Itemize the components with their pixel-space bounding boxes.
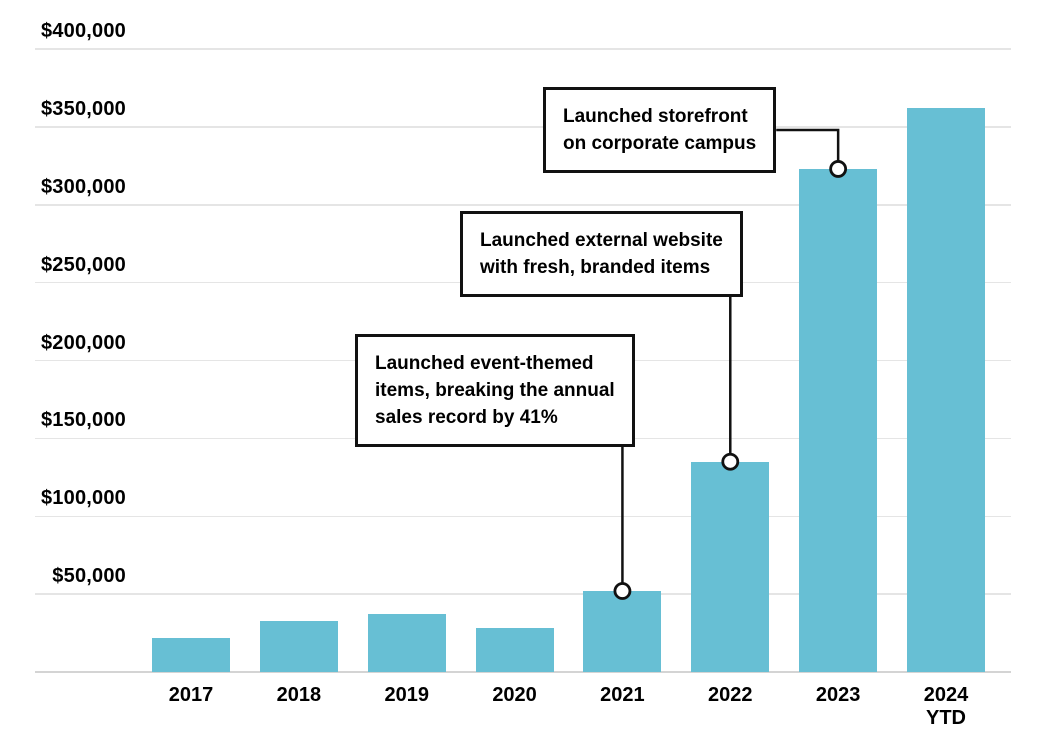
- bar-2024: [906, 108, 985, 672]
- x-axis-label-2022: 2022: [670, 684, 790, 707]
- bar-2021: [583, 591, 662, 672]
- x-axis-label-2023: 2023: [778, 684, 898, 707]
- y-axis-tick-label: $200,000: [40, 331, 126, 354]
- y-axis-tick-label: $50,000: [52, 565, 126, 588]
- annotation-text-line: with fresh, branded items: [480, 257, 711, 278]
- x-axis-label-year: 2017: [168, 684, 214, 706]
- annotation-text-line: Launched storefront: [563, 106, 748, 127]
- annotation-text-line: on corporate campus: [563, 133, 757, 154]
- x-axis-label-2018: 2018: [239, 684, 359, 707]
- bar-2017: [152, 637, 230, 672]
- y-axis-tick-label: $100,000: [40, 487, 126, 510]
- y-axis-tick-label: $150,000: [40, 409, 126, 432]
- annotation-box-event-themed: Launched event-themed items, breaking th…: [355, 334, 635, 447]
- y-axis-tick-label: $300,000: [40, 175, 126, 198]
- annotation-text-line: Launched external website: [480, 230, 723, 251]
- y-gridline: [35, 204, 1011, 206]
- bar-2018: [259, 620, 338, 672]
- y-axis-tick-label: $400,000: [40, 20, 126, 42]
- x-axis-label-2020: 2020: [455, 684, 575, 707]
- bar-2023: [799, 168, 878, 672]
- x-axis-label-year: 2022: [708, 684, 753, 706]
- x-axis-label-year: 2024: [923, 684, 969, 706]
- x-axis-label-year: 2023: [815, 684, 861, 706]
- x-axis-label-2021: 2021: [562, 684, 682, 707]
- y-gridline: [35, 126, 1011, 128]
- x-axis-label-2019: 2019: [347, 684, 467, 707]
- x-axis-label-year: 2021: [600, 684, 645, 706]
- x-axis-label-year: 2020: [492, 684, 537, 706]
- bar-2019: [367, 614, 446, 672]
- x-axis-label-2017: 2017: [131, 684, 251, 707]
- annotation-box-storefront: Launched storefront on corporate campus: [543, 87, 777, 173]
- x-axis-label-year: 2018: [276, 684, 322, 706]
- annotation-text-line: items, breaking the annual: [375, 380, 615, 401]
- x-axis-label-2024: 2024 YTD: [886, 684, 1006, 730]
- annotation-text-line: sales record by 41%: [375, 407, 558, 428]
- annotation-text-line: Launched event-themed: [375, 353, 594, 374]
- x-axis-label-sub: YTD: [925, 707, 966, 729]
- bar-2020: [475, 628, 554, 672]
- y-gridline: [35, 593, 1011, 595]
- y-gridline: [35, 515, 1011, 517]
- y-axis-tick-label: $250,000: [40, 253, 126, 276]
- x-axis-label-year: 2019: [384, 684, 429, 706]
- y-gridline: [35, 48, 1011, 50]
- annotation-box-external-website: Launched external website with fresh, br…: [460, 211, 743, 297]
- y-axis-tick-label: $350,000: [40, 97, 126, 120]
- x-axis-baseline: [35, 671, 1011, 673]
- bar-2022: [691, 461, 770, 672]
